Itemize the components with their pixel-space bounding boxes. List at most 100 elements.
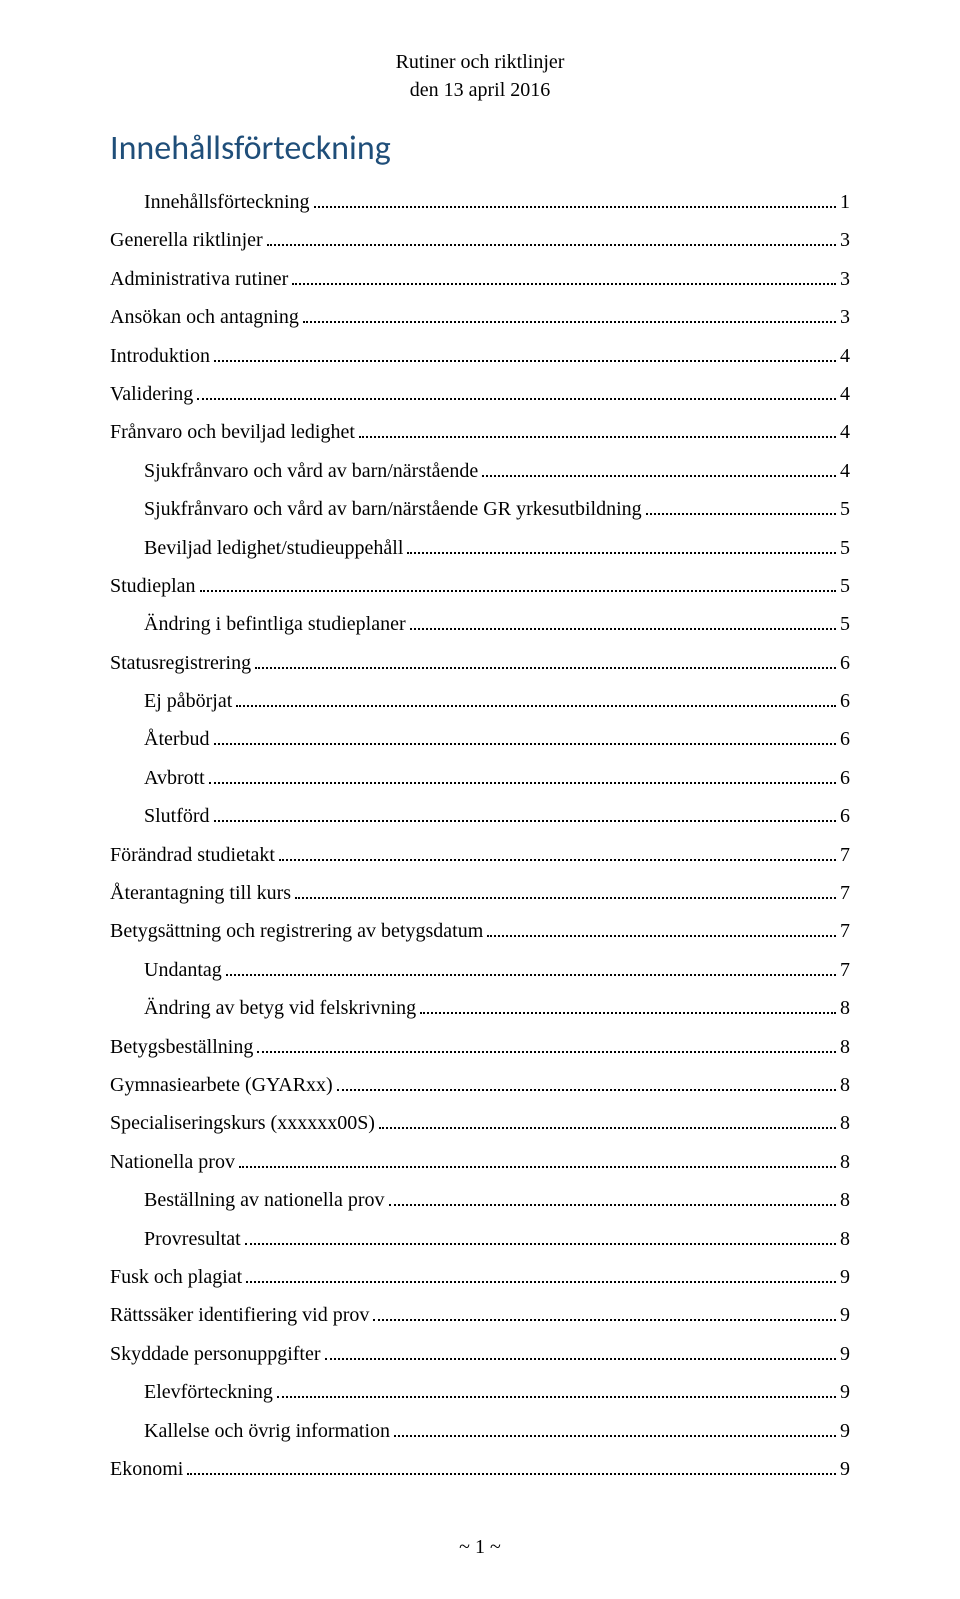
toc-entry-label: Ekonomi: [110, 1450, 183, 1488]
toc-entry-label: Sjukfrånvaro och vård av barn/närstående: [144, 452, 478, 490]
toc-entry[interactable]: Återbud 6: [110, 720, 850, 758]
toc-entry-page: 7: [840, 951, 850, 989]
toc-entry[interactable]: Innehållsförteckning 1: [110, 183, 850, 221]
toc-leader-dots: [292, 269, 836, 285]
toc-entry[interactable]: Elevförteckning 9: [110, 1373, 850, 1411]
toc-entry-page: 6: [840, 797, 850, 835]
toc-entry[interactable]: Skyddade personuppgifter 9: [110, 1335, 850, 1373]
toc-entry-label: Nationella prov: [110, 1143, 235, 1181]
toc-entry[interactable]: Ändring i befintliga studieplaner 5: [110, 605, 850, 643]
toc-leader-dots: [487, 921, 836, 937]
toc-leader-dots: [239, 1152, 836, 1168]
page-header: Rutiner och riktlinjer den 13 april 2016: [110, 48, 850, 104]
toc-entry-label: Ej påbörjat: [144, 682, 232, 720]
toc-entry[interactable]: Betygsättning och registrering av betygs…: [110, 912, 850, 950]
toc-entry[interactable]: Kallelse och övrig information 9: [110, 1412, 850, 1450]
toc-entry-page: 4: [840, 337, 850, 375]
toc-entry-page: 6: [840, 720, 850, 758]
toc-entry-label: Validering: [110, 375, 193, 413]
toc-leader-dots: [314, 192, 837, 208]
toc-entry[interactable]: Fusk och plagiat 9: [110, 1258, 850, 1296]
toc-entry-label: Rättssäker identifiering vid prov: [110, 1296, 369, 1334]
toc-entry[interactable]: Beställning av nationella prov 8: [110, 1181, 850, 1219]
toc-leader-dots: [325, 1344, 836, 1360]
toc-entry[interactable]: Betygsbeställning 8: [110, 1028, 850, 1066]
toc-leader-dots: [482, 461, 836, 477]
toc-entry-page: 3: [840, 221, 850, 259]
toc-entry[interactable]: Gymnasiearbete (GYARxx) 8: [110, 1066, 850, 1104]
toc-entry[interactable]: Förändrad studietakt 7: [110, 836, 850, 874]
toc-leader-dots: [337, 1075, 836, 1091]
toc-entry[interactable]: Sjukfrånvaro och vård av barn/närstående…: [110, 490, 850, 528]
page-footer: ~ 1 ~: [110, 1536, 850, 1559]
toc-leader-dots: [267, 230, 836, 246]
toc-entry[interactable]: Ej påbörjat 6: [110, 682, 850, 720]
toc-entry[interactable]: Undantag 7: [110, 951, 850, 989]
toc-entry[interactable]: Studieplan 5: [110, 567, 850, 605]
toc-entry[interactable]: Administrativa rutiner 3: [110, 260, 850, 298]
toc-entry[interactable]: Rättssäker identifiering vid prov 9: [110, 1296, 850, 1334]
toc-entry[interactable]: Provresultat 8: [110, 1220, 850, 1258]
toc-entry[interactable]: Frånvaro och beviljad ledighet 4: [110, 413, 850, 451]
toc-entry-label: Statusregistrering: [110, 644, 251, 682]
toc-leader-dots: [407, 538, 836, 554]
toc-entry[interactable]: Ekonomi 9: [110, 1450, 850, 1488]
toc-entry-page: 5: [840, 567, 850, 605]
toc-entry-page: 8: [840, 1066, 850, 1104]
document-page: Rutiner och riktlinjer den 13 april 2016…: [0, 0, 960, 1599]
toc-leader-dots: [197, 384, 836, 400]
toc-entry-page: 9: [840, 1412, 850, 1450]
toc-entry-label: Specialiseringskurs (xxxxxx00S): [110, 1104, 375, 1142]
toc-leader-dots: [379, 1113, 836, 1129]
toc-entry-label: Undantag: [144, 951, 222, 989]
toc-entry-page: 4: [840, 452, 850, 490]
toc-entry-page: 7: [840, 836, 850, 874]
toc-entry-page: 8: [840, 1181, 850, 1219]
toc-entry-page: 7: [840, 912, 850, 950]
toc-entry-page: 9: [840, 1450, 850, 1488]
toc-entry-label: Återbud: [144, 720, 210, 758]
toc-entry-page: 6: [840, 644, 850, 682]
toc-entry-label: Förändrad studietakt: [110, 836, 275, 874]
toc-entry[interactable]: Validering 4: [110, 375, 850, 413]
toc-entry-label: Återantagning till kurs: [110, 874, 291, 912]
toc-entry[interactable]: Statusregistrering 6: [110, 644, 850, 682]
toc-entry-page: 6: [840, 759, 850, 797]
toc-entry-page: 9: [840, 1373, 850, 1411]
toc-leader-dots: [214, 806, 836, 822]
table-of-contents: Innehållsförteckning 1Generella riktlinj…: [110, 183, 850, 1488]
toc-entry[interactable]: Specialiseringskurs (xxxxxx00S) 8: [110, 1104, 850, 1142]
toc-leader-dots: [200, 576, 836, 592]
toc-entry-page: 9: [840, 1335, 850, 1373]
toc-leader-dots: [394, 1421, 836, 1437]
toc-entry[interactable]: Beviljad ledighet/studieuppehåll 5: [110, 529, 850, 567]
toc-leader-dots: [646, 499, 836, 515]
toc-entry[interactable]: Sjukfrånvaro och vård av barn/närstående…: [110, 452, 850, 490]
toc-entry-label: Ändring av betyg vid felskrivning: [144, 989, 416, 1027]
toc-entry[interactable]: Slutförd 6: [110, 797, 850, 835]
toc-entry[interactable]: Nationella prov 8: [110, 1143, 850, 1181]
toc-entry[interactable]: Introduktion 4: [110, 337, 850, 375]
toc-entry-label: Kallelse och övrig information: [144, 1412, 390, 1450]
toc-leader-dots: [410, 614, 836, 630]
toc-entry-page: 9: [840, 1296, 850, 1334]
toc-entry[interactable]: Avbrott 6: [110, 759, 850, 797]
toc-entry[interactable]: Generella riktlinjer 3: [110, 221, 850, 259]
toc-entry-label: Frånvaro och beviljad ledighet: [110, 413, 355, 451]
toc-entry-label: Slutförd: [144, 797, 210, 835]
header-date: den 13 april 2016: [110, 76, 850, 104]
toc-leader-dots: [373, 1305, 836, 1321]
toc-leader-dots: [255, 653, 836, 669]
toc-entry-page: 8: [840, 989, 850, 1027]
toc-entry[interactable]: Ansökan och antagning 3: [110, 298, 850, 336]
toc-entry-page: 4: [840, 375, 850, 413]
toc-entry-page: 8: [840, 1220, 850, 1258]
toc-leader-dots: [257, 1037, 836, 1053]
toc-entry-label: Studieplan: [110, 567, 196, 605]
toc-leader-dots: [359, 422, 836, 438]
toc-leader-dots: [214, 346, 836, 362]
toc-entry[interactable]: Återantagning till kurs 7: [110, 874, 850, 912]
toc-entry[interactable]: Ändring av betyg vid felskrivning 8: [110, 989, 850, 1027]
toc-entry-page: 5: [840, 529, 850, 567]
toc-entry-label: Betygsättning och registrering av betygs…: [110, 912, 483, 950]
